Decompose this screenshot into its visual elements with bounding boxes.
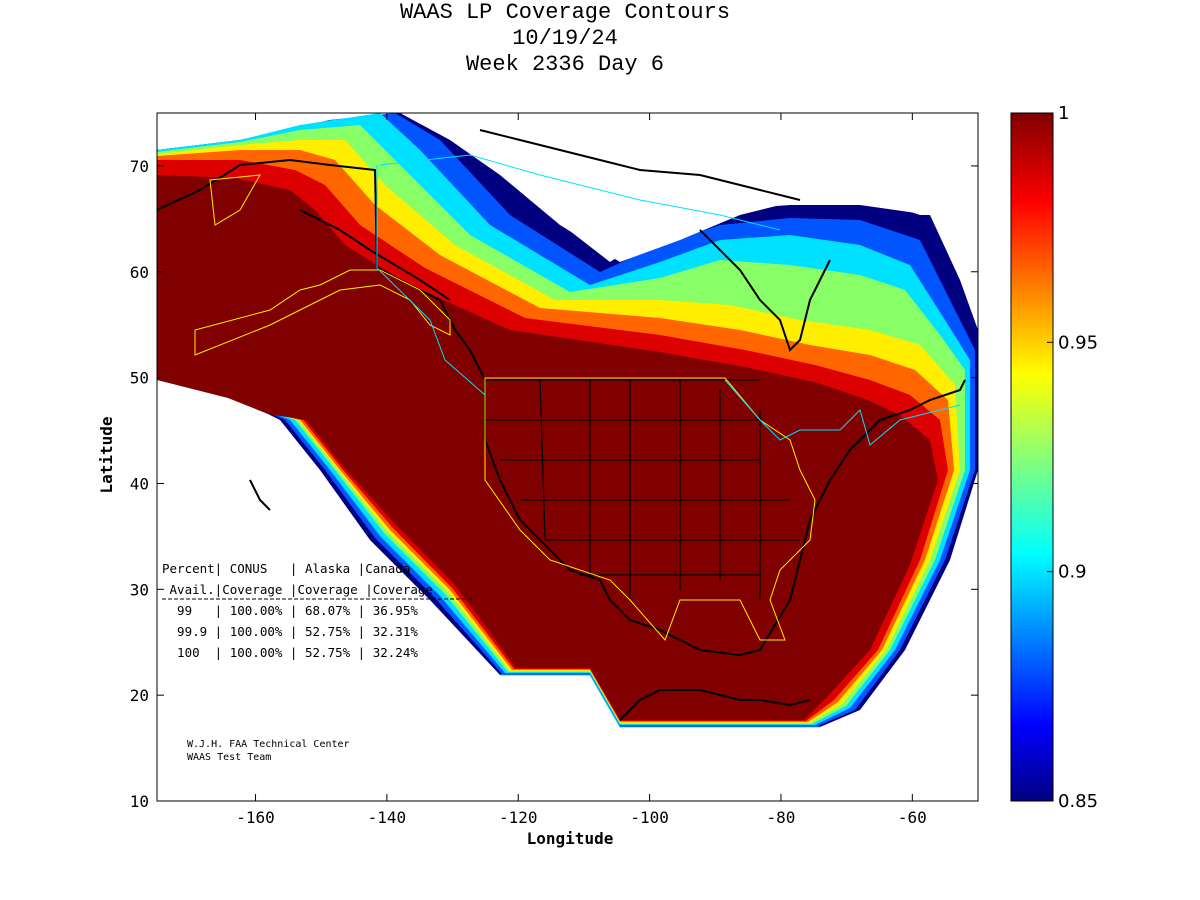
- y-tick-label: 50: [130, 369, 149, 388]
- plot-frame: [156, 112, 979, 802]
- coverage-table: Percent| CONUS | Alaska |Canada Avail.|C…: [162, 561, 472, 660]
- title-line-1: WAAS LP Coverage Contours: [399, 0, 731, 25]
- contour-dark-red: [157, 175, 938, 720]
- x-tick-label: -60: [898, 808, 927, 827]
- y-tick-label: 40: [130, 474, 149, 493]
- axis-ticks: -160 -140 -120 -100 -80 -60 10 20 30 40 50 60 70: [130, 113, 978, 827]
- credit-line-2: WAAS Test Team: [187, 752, 271, 763]
- colorbar-ticks: 0.85 0.9 0.95 1: [1047, 103, 1098, 812]
- y-tick-label: 60: [130, 263, 149, 282]
- x-tick-label: -80: [767, 808, 796, 827]
- x-tick-label: -140: [368, 808, 407, 827]
- us-state-borders: [485, 379, 800, 600]
- colorbar: [1010, 112, 1054, 802]
- table-header-2: Avail.|Coverage |Coverage |Coverage: [162, 582, 433, 597]
- credit-line-1: W.J.H. FAA Technical Center: [187, 739, 350, 750]
- colorbar-tick-label: 1: [1058, 103, 1069, 124]
- colorbar-tick-label: 0.85: [1058, 791, 1098, 812]
- title-line-3: Week 2336 Day 6: [465, 52, 665, 77]
- y-tick-label: 10: [130, 792, 149, 811]
- y-tick-label: 30: [130, 580, 149, 599]
- table-row: 99.9 | 100.00% | 52.75% | 32.31%: [162, 624, 418, 639]
- table-row: 100 | 100.00% | 52.75% | 32.24%: [162, 645, 418, 660]
- colorbar-tick-label: 0.95: [1058, 332, 1098, 353]
- title-line-2: 10/19/24: [512, 26, 618, 51]
- y-axis-label: Latitude: [97, 416, 116, 493]
- colorbar-tick-label: 0.9: [1058, 562, 1087, 583]
- coastlines: [157, 129, 966, 721]
- y-tick-label: 20: [130, 686, 149, 705]
- no-coverage-arctic: [400, 113, 978, 262]
- x-tick-label: -120: [499, 808, 538, 827]
- x-tick-label: -100: [630, 808, 669, 827]
- x-tick-label: -160: [236, 808, 275, 827]
- table-header-1: Percent| CONUS | Alaska |Canada: [162, 561, 410, 576]
- y-tick-label: 70: [130, 157, 149, 176]
- table-row: 99 | 100.00% | 68.07% | 36.95%: [162, 603, 418, 618]
- canada-boundary: [376, 154, 961, 728]
- region-outlines: [194, 174, 816, 641]
- x-axis-label: Longitude: [527, 829, 614, 848]
